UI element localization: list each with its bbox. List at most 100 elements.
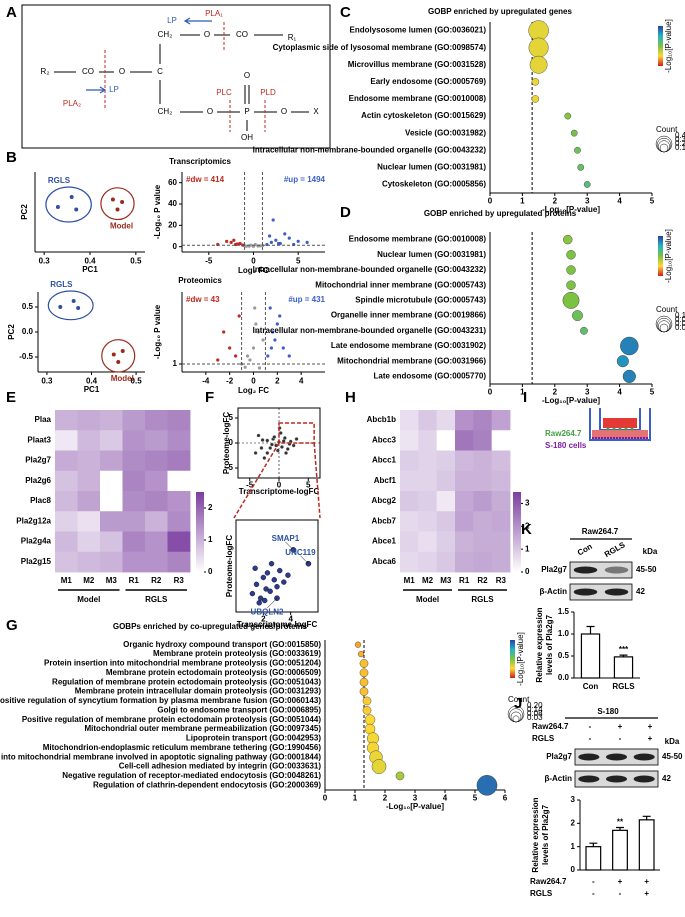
y-axis-label: -Log₁₀ P value	[153, 304, 162, 359]
enrichment-dot	[359, 677, 369, 687]
scatter-point	[281, 579, 287, 585]
heatmap-cell	[145, 450, 168, 472]
heatmap-cell	[122, 470, 146, 492]
y-tick-label: 1	[571, 842, 576, 851]
count-label: #dw = 414	[186, 175, 225, 184]
heatmap-cell	[122, 491, 146, 512]
heatmap-cell	[167, 551, 191, 573]
panel-label: A	[6, 4, 17, 21]
structure-text: C	[157, 67, 163, 76]
structure-text: LP	[109, 85, 119, 94]
size-legend	[659, 323, 669, 333]
enrichment-dot	[566, 265, 576, 275]
volcano-point	[256, 330, 260, 334]
term-label: Nuclear lumen (GO:0031981)	[377, 250, 486, 259]
y-axis-label: Proteome-logFC	[225, 535, 234, 597]
volcano-point	[296, 239, 300, 243]
term-label: Organelle inner membrane (GO:0019866)	[331, 311, 487, 320]
enrichment-dot	[354, 641, 362, 648]
scatter-point	[260, 438, 265, 442]
x-tick-label: 5	[296, 257, 301, 266]
heatmap-cell	[418, 450, 438, 472]
volcano-point	[283, 232, 287, 236]
volcano-point	[222, 330, 226, 334]
volcano-point	[232, 238, 236, 242]
heatmap-cell	[167, 410, 191, 431]
y-tick-label: 0.0	[558, 673, 570, 682]
heatmap-cell	[100, 551, 123, 573]
y-axis-label: Relative expression	[531, 797, 540, 872]
heatmap-cell	[145, 511, 168, 532]
x-tick-label: 0.3	[41, 377, 53, 386]
size-legend-label: 0.30	[675, 135, 685, 144]
unit-label: kDa	[665, 737, 680, 746]
enrichment-dot	[562, 291, 580, 309]
heatmap-cell	[167, 531, 191, 553]
volcano-point	[237, 314, 241, 318]
scatter-point	[249, 590, 256, 597]
x-tick-label: 0.3	[39, 257, 51, 266]
pca-point	[76, 306, 81, 310]
x-axis-label: Log₂ FC	[238, 386, 269, 395]
scatter-point	[252, 565, 258, 571]
heatmap-cell	[491, 450, 511, 472]
size-legend-label: 0.08	[527, 709, 543, 718]
heatmap-cell	[491, 511, 511, 532]
enrichment-dot	[359, 659, 369, 668]
heatmap-cell	[418, 531, 438, 553]
pca-point	[120, 200, 125, 204]
x-axis-label: Log₂ FC	[238, 266, 269, 275]
size-legend-label: 0.20	[675, 139, 685, 148]
bar	[585, 846, 602, 871]
enrichment-dot	[566, 280, 576, 290]
panel-label: G	[6, 617, 18, 634]
row-label: Abcc3	[372, 435, 397, 444]
volcano-point	[257, 366, 262, 370]
y-axis-label: PC2	[20, 204, 29, 220]
bar	[613, 656, 634, 679]
enrichment-dot	[564, 112, 572, 120]
heatmap-cell	[77, 410, 101, 431]
band	[573, 566, 598, 574]
term-label: Mitochondrial outer membrane permeabiliz…	[85, 724, 322, 733]
volcano-point	[305, 240, 309, 244]
y-tick-label: 40	[168, 199, 177, 208]
heatmap-cell	[436, 410, 456, 431]
enrichment-dot	[476, 775, 498, 796]
term-label: Positive regulation of membrane protein …	[22, 715, 322, 724]
size-legend-label: 0.20	[527, 701, 543, 710]
heatmap-cell	[55, 430, 78, 451]
column-label: R1	[129, 576, 140, 585]
panel-label: D	[340, 204, 351, 221]
x-axis-label: -Log₁₀[P-value]	[542, 205, 600, 214]
x-tick-label: 4	[299, 377, 304, 386]
group-ellipse	[101, 339, 136, 373]
term-label: Mitochondrial inner membrane (GO:0005743…	[315, 280, 486, 289]
scatter-point	[256, 600, 262, 606]
band	[633, 753, 655, 761]
term-label: Negative regulation of receptor-mediated…	[62, 771, 321, 780]
column-label: M2	[83, 576, 95, 585]
enrichment-dot	[563, 234, 573, 245]
row-label: Abca6	[372, 557, 397, 566]
heatmap-cell	[145, 470, 168, 492]
volcano-point	[253, 306, 257, 310]
term-label: Microvillus membrane (GO:0031528)	[348, 60, 487, 69]
panel-label: F	[205, 389, 214, 406]
enrichment-dot	[357, 650, 365, 658]
x-tick-label: 4	[617, 196, 622, 205]
size-legend	[658, 140, 670, 153]
enrichment-dot	[570, 129, 578, 137]
row-label: Plaat3	[27, 435, 51, 444]
heatmap-cell	[436, 551, 456, 573]
row-label: Plac8	[30, 496, 51, 505]
heatmap-cell	[167, 491, 191, 512]
x-tick-label: 1	[520, 387, 525, 396]
x-tick-label: 5	[650, 387, 655, 396]
bar	[580, 633, 601, 679]
label-leader	[300, 555, 309, 564]
x-tick-label: 2	[383, 793, 388, 802]
colorbar-tick-label: 3	[525, 499, 530, 508]
volcano-point	[228, 346, 232, 350]
heatmap-cell	[100, 430, 123, 451]
